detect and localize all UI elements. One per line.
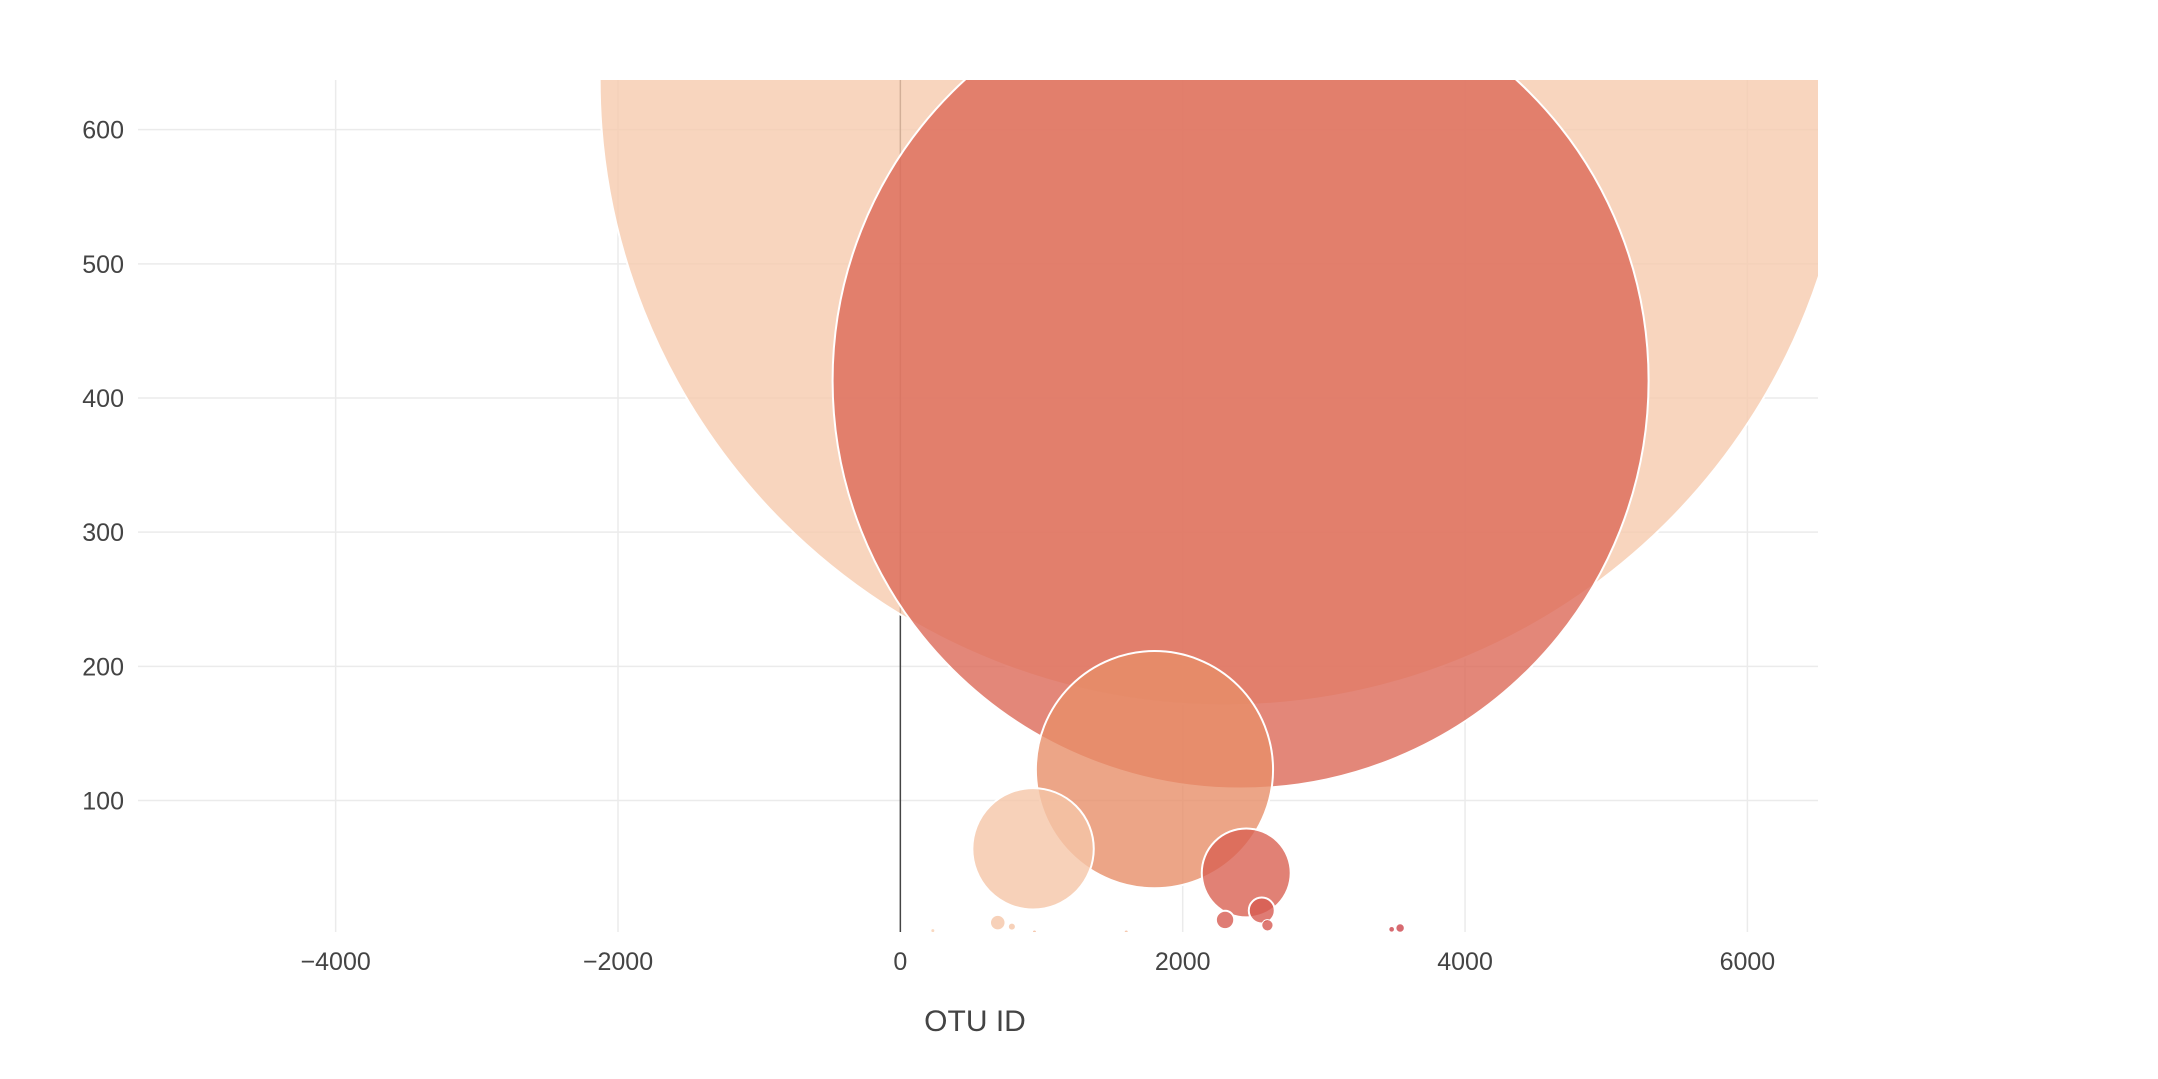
x-tick-label: 6000	[1720, 948, 1776, 976]
bubble-point	[971, 787, 1095, 911]
x-tick-label: −4000	[301, 948, 371, 976]
y-tick-label: 500	[82, 251, 124, 279]
bubble-point	[1200, 827, 1292, 919]
y-tick-label: 300	[82, 519, 124, 547]
bubble-point	[1031, 929, 1037, 932]
bubble-point	[1214, 909, 1236, 931]
x-tick-label: 2000	[1155, 948, 1211, 976]
bubble-point	[1123, 929, 1129, 932]
x-tick-label: 0	[893, 948, 907, 976]
bubble-point	[1395, 923, 1405, 932]
bubble-layer	[598, 80, 1818, 932]
tick-label-layer: −4000 −2000 0 2000 4000 6000 100 200 300 400 500 60…	[82, 117, 1775, 976]
bubble-point	[1007, 922, 1016, 931]
bubble-point	[1388, 925, 1395, 932]
x-tick-label: −2000	[583, 948, 653, 976]
bubble-point	[831, 80, 1650, 790]
bubble-point	[1247, 896, 1276, 925]
bubble-point	[1034, 650, 1275, 890]
bubble-point	[989, 913, 1007, 932]
y-tick-label: 100	[82, 788, 124, 816]
x-axis-title: OTU ID	[924, 1005, 1026, 1038]
y-tick-label: 200	[82, 653, 124, 681]
bubble-point	[1261, 919, 1274, 932]
bubble-point	[930, 928, 936, 932]
y-tick-label: 600	[82, 117, 124, 145]
y-tick-label: 400	[82, 385, 124, 413]
x-tick-label: 4000	[1437, 948, 1493, 976]
